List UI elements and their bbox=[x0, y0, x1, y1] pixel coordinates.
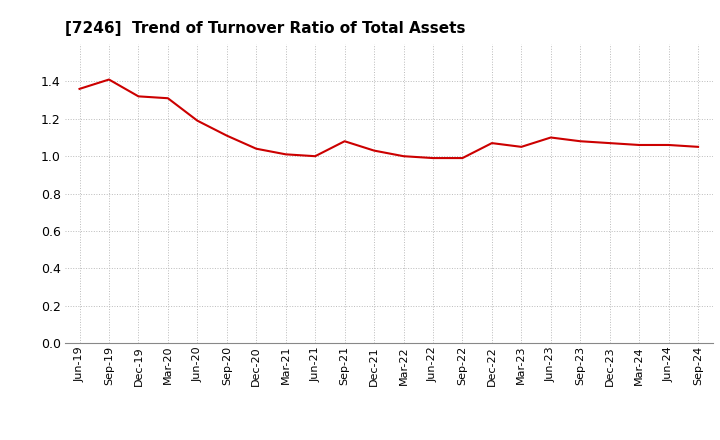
Text: [7246]  Trend of Turnover Ratio of Total Assets: [7246] Trend of Turnover Ratio of Total … bbox=[65, 21, 465, 36]
